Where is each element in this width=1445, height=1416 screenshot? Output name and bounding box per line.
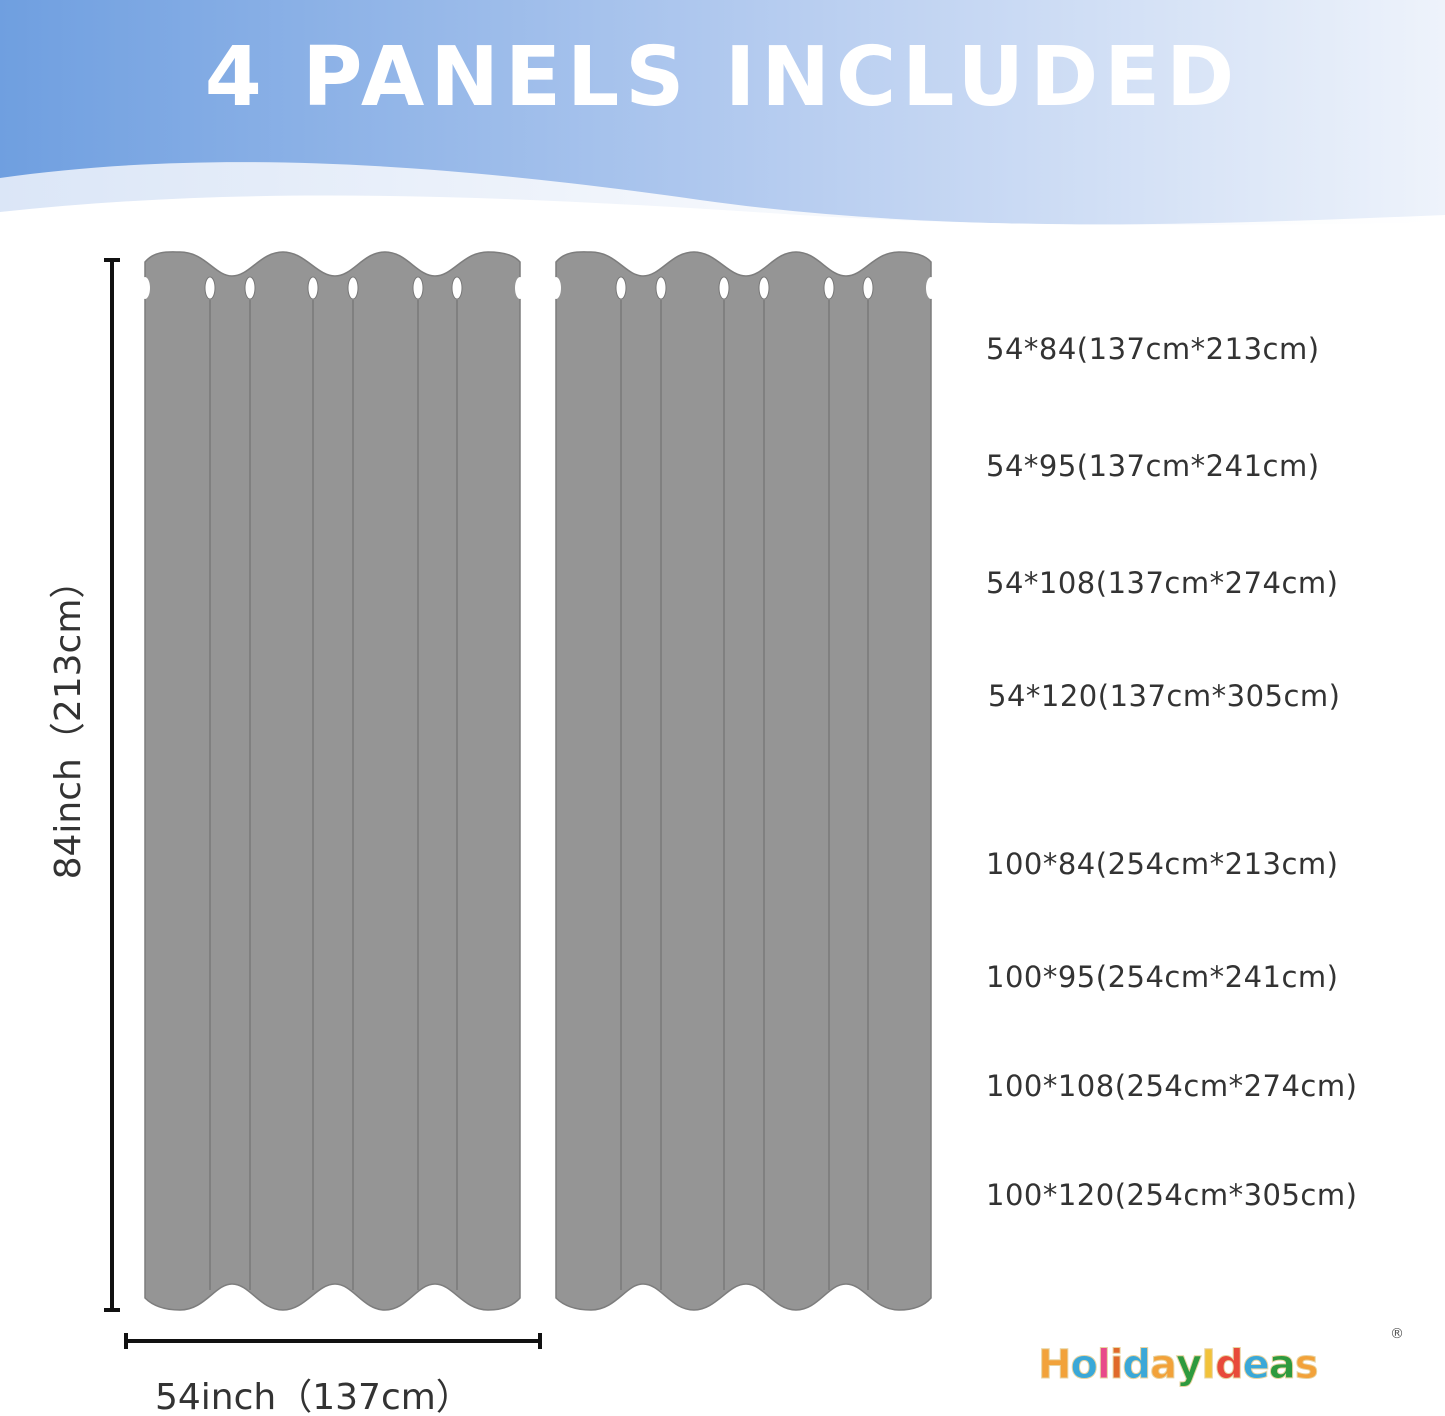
grommet: [307, 276, 319, 300]
grommet: [862, 276, 874, 300]
logo-letter: o: [1070, 1342, 1099, 1389]
logo-letter: l: [1096, 1342, 1111, 1389]
size-option: 54*84(137cm*213cm): [986, 332, 1320, 366]
height-dimension-label: 84inch（213cm）: [48, 562, 89, 880]
logo-letter: I: [1201, 1342, 1217, 1389]
grommet: [244, 276, 256, 300]
grommet: [926, 277, 936, 299]
page-title: 4 PANELS INCLUDED: [204, 30, 1241, 125]
logo-letter: d: [1122, 1342, 1152, 1389]
logo-letter: e: [1242, 1342, 1270, 1389]
size-option: 54*95(137cm*241cm): [986, 449, 1320, 483]
grommet: [615, 276, 627, 300]
grommet: [347, 276, 359, 300]
grommet: [204, 276, 216, 300]
size-option: 54*120(137cm*305cm): [988, 679, 1341, 713]
curtain-panel: [555, 251, 932, 1311]
grommet: [758, 276, 770, 300]
grommet: [551, 277, 561, 299]
grommet: [655, 276, 667, 300]
grommet: [515, 277, 525, 299]
brand-logo: HolidayIdeas: [1037, 1342, 1319, 1389]
grommet: [823, 276, 835, 300]
logo-letter: a: [1268, 1342, 1296, 1389]
grommet: [451, 276, 463, 300]
size-option: 100*108(254cm*274cm): [986, 1069, 1358, 1103]
logo-letter: H: [1037, 1342, 1072, 1389]
logo-letter: i: [1109, 1342, 1124, 1389]
width-dimension-label: 54inch（137cm）: [155, 1377, 472, 1416]
size-option: 100*84(254cm*213cm): [986, 847, 1339, 881]
logo-letter: y: [1176, 1342, 1203, 1389]
grommet: [140, 277, 150, 299]
logo-letter: s: [1294, 1342, 1319, 1389]
registered-mark: ®: [1390, 1326, 1404, 1342]
size-option: 54*108(137cm*274cm): [986, 566, 1339, 600]
curtain-panel: [144, 251, 521, 1311]
logo-letter: a: [1150, 1342, 1178, 1389]
size-option: 100*120(254cm*305cm): [986, 1178, 1358, 1212]
size-option: 100*95(254cm*241cm): [986, 960, 1339, 994]
header-banner: [0, 0, 1445, 230]
grommet: [412, 276, 424, 300]
grommet: [718, 276, 730, 300]
logo-letter: d: [1215, 1342, 1245, 1389]
